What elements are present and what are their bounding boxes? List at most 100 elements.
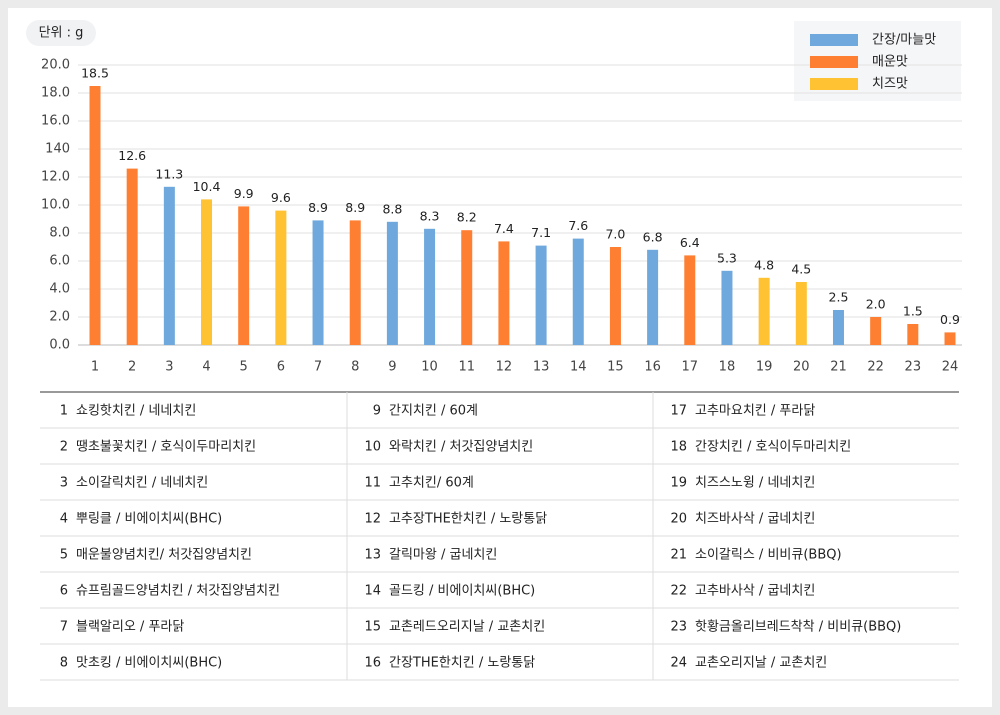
value-label: 8.8 <box>382 201 402 216</box>
bar <box>275 210 287 345</box>
value-label: 2.5 <box>829 290 849 305</box>
row-number: 19 <box>670 476 687 491</box>
value-label: 0.9 <box>940 312 960 327</box>
y-tick-label: 0.0 <box>49 338 70 353</box>
value-label: 11.3 <box>155 166 183 181</box>
row-name: 교촌레드오리지날 / 교촌치킨 <box>389 620 545 635</box>
panel <box>8 8 992 707</box>
x-tick-label: 9 <box>388 360 396 375</box>
bar <box>907 324 919 345</box>
legend-label: 간장/마늘맛 <box>872 33 936 48</box>
value-label: 7.6 <box>568 218 588 233</box>
row-number: 3 <box>60 476 68 491</box>
row-number: 11 <box>364 476 381 491</box>
row-number: 6 <box>60 584 68 599</box>
bar <box>163 186 175 345</box>
row-number: 17 <box>670 404 687 419</box>
y-tick-label: 2.0 <box>49 310 70 325</box>
row-name: 맛초킹 / 비에이치씨(BHC) <box>76 656 222 671</box>
row-name: 고추장THE한치킨 / 노랑통닭 <box>389 512 547 527</box>
row-number: 14 <box>364 584 381 599</box>
x-tick-label: 2 <box>128 360 136 375</box>
value-label: 9.6 <box>271 190 291 205</box>
value-label: 9.9 <box>234 186 254 201</box>
value-label: 2.0 <box>866 297 886 312</box>
row-name: 뿌링클 / 비에이치씨(BHC) <box>76 512 222 527</box>
x-tick-label: 16 <box>644 360 661 375</box>
x-tick-label: 14 <box>570 360 587 375</box>
x-tick-label: 18 <box>719 360 736 375</box>
row-number: 12 <box>364 512 381 527</box>
x-tick-label: 22 <box>867 360 884 375</box>
value-label: 12.6 <box>118 148 146 163</box>
row-name: 치즈바사삭 / 굽네치킨 <box>695 512 815 527</box>
x-tick-label: 13 <box>533 360 550 375</box>
x-tick-label: 7 <box>314 360 322 375</box>
y-tick-label: 10.0 <box>41 198 70 213</box>
bar <box>572 238 584 345</box>
x-tick-label: 1 <box>91 360 99 375</box>
row-name: 간장THE한치킨 / 노랑통닭 <box>389 656 535 671</box>
bar <box>424 228 436 345</box>
x-tick-label: 19 <box>756 360 773 375</box>
row-name: 교촌오리지날 / 교촌치킨 <box>695 656 827 671</box>
value-label: 8.9 <box>345 200 365 215</box>
row-number: 15 <box>364 620 381 635</box>
legend-label: 매운맛 <box>872 55 908 70</box>
x-tick-label: 4 <box>202 360 210 375</box>
value-label: 4.5 <box>791 262 811 277</box>
value-label: 10.4 <box>193 179 221 194</box>
y-tick-label: 20.0 <box>41 58 70 73</box>
value-label: 8.9 <box>308 200 328 215</box>
value-label: 8.2 <box>457 210 477 225</box>
row-name: 매운불양념치킨/ 처갓집양념치킨 <box>76 548 252 563</box>
bar <box>349 220 361 345</box>
row-number: 20 <box>670 512 687 527</box>
row-number: 10 <box>364 440 381 455</box>
x-tick-label: 3 <box>165 360 173 375</box>
row-name: 와락치킨 / 처갓집양념치킨 <box>389 440 533 455</box>
bar <box>498 241 510 345</box>
bar <box>238 206 250 345</box>
bar <box>870 317 882 345</box>
bar <box>461 230 473 345</box>
row-number: 23 <box>670 620 687 635</box>
x-tick-label: 10 <box>421 360 438 375</box>
y-tick-label: 18.0 <box>41 86 70 101</box>
row-number: 16 <box>364 656 381 671</box>
row-name: 핫황금올리브레드착착 / 비비큐(BBQ) <box>695 620 901 635</box>
row-name: 쇼킹핫치킨 / 네네치킨 <box>76 404 196 419</box>
x-tick-label: 6 <box>277 360 285 375</box>
row-name: 간지치킨 / 60계 <box>389 404 478 419</box>
y-tick-label: 4.0 <box>49 282 70 297</box>
x-tick-label: 8 <box>351 360 359 375</box>
bar <box>684 255 696 345</box>
row-number: 5 <box>60 548 68 563</box>
y-tick-label: 8.0 <box>49 226 70 241</box>
x-tick-label: 12 <box>496 360 513 375</box>
row-number: 18 <box>670 440 687 455</box>
row-number: 13 <box>364 548 381 563</box>
value-label: 8.3 <box>420 208 440 223</box>
value-label: 6.8 <box>643 229 663 244</box>
row-name: 고추바사삭 / 굽네치킨 <box>695 584 815 599</box>
value-label: 18.5 <box>81 66 109 81</box>
x-tick-label: 11 <box>458 360 475 375</box>
x-tick-label: 15 <box>607 360 624 375</box>
x-tick-label: 21 <box>830 360 847 375</box>
bar <box>832 310 844 345</box>
y-tick-label: 140 <box>45 142 70 157</box>
y-tick-label: 16.0 <box>41 114 70 129</box>
bar <box>647 249 659 345</box>
x-tick-label: 17 <box>682 360 699 375</box>
row-number: 4 <box>60 512 68 527</box>
row-name: 골드킹 / 비에이치씨(BHC) <box>389 584 535 599</box>
legend-swatch <box>810 56 858 68</box>
x-tick-label: 23 <box>905 360 922 375</box>
legend-swatch <box>810 34 858 46</box>
bar <box>795 282 807 345</box>
bar <box>721 270 733 345</box>
value-label: 4.8 <box>754 257 774 272</box>
legend-swatch <box>810 78 858 90</box>
